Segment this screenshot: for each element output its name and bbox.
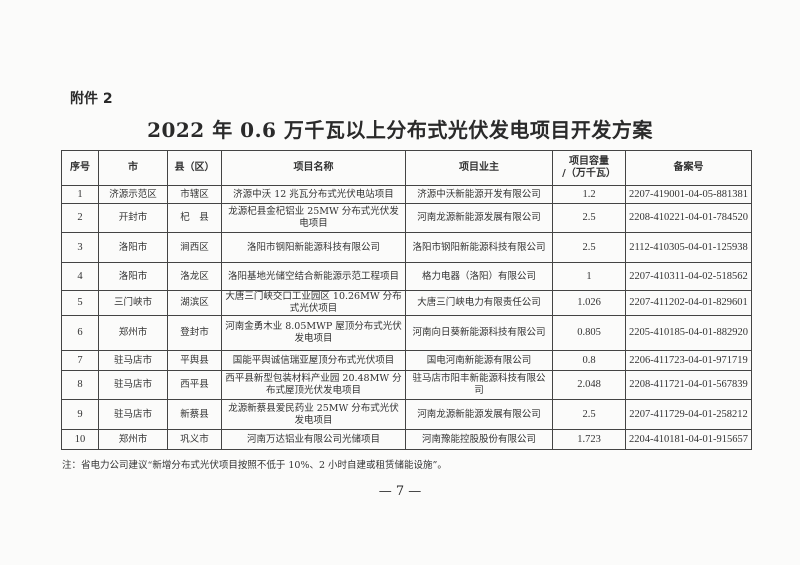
- cell-city: 驻马店市: [98, 350, 168, 371]
- cell-county: 西平县: [167, 370, 222, 400]
- cell-capacity: 2.5: [552, 232, 626, 263]
- header-index: 序号: [61, 150, 99, 186]
- cell-capacity: 2.5: [552, 203, 626, 233]
- cell-project-name: 河南金勇木业 8.05MWP 屋顶分布式光伏发电项目: [221, 315, 406, 351]
- cell-owner: 大唐三门峡电力有限责任公司: [405, 290, 553, 316]
- cell-index: 8: [61, 370, 99, 400]
- table-header-row: 序号 市 县（区） 项目名称 项目业主 项目容量 /（万千瓦） 备案号: [61, 150, 752, 186]
- cell-owner: 国电河南新能源有限公司: [405, 350, 553, 371]
- cell-owner: 河南豫能控股股份有限公司: [405, 429, 553, 450]
- cell-index: 4: [61, 262, 99, 291]
- cell-filing-number: 2204-410181-04-01-915657: [625, 429, 752, 450]
- cell-index: 6: [61, 315, 99, 351]
- cell-project-name: 济源中沃 12 兆瓦分布式光伏电站项目: [221, 185, 406, 204]
- table-row: 5 三门峡市 湖滨区 大唐三门峡交口工业园区 10.26MW 分布式光伏项目 大唐三门峡…: [61, 290, 752, 316]
- cell-capacity: 2.048: [552, 370, 626, 400]
- cell-capacity: 1: [552, 262, 626, 291]
- header-filing-number: 备案号: [625, 150, 752, 186]
- cell-city: 济源示范区: [98, 185, 168, 204]
- cell-owner: 驻马店市阳丰新能源科技有限公司: [405, 370, 553, 400]
- table-row: 2 开封市杞 县龙源杞县金杞铝业 25MW 分布式光伏发电项目 河南龙源新能源发展有…: [61, 203, 752, 233]
- cell-filing-number: 2207-411202-04-01-829601: [625, 290, 752, 316]
- cell-project-name: 河南万达铝业有限公司光储项目: [221, 429, 406, 450]
- cell-city: 郑州市: [98, 429, 168, 450]
- cell-city: 开封市: [98, 203, 168, 233]
- cell-index: 9: [61, 399, 99, 430]
- cell-project-name: 洛阳市钢阳新能源科技有限公司: [221, 232, 406, 263]
- cell-project-name: 大唐三门峡交口工业园区 10.26MW 分布式光伏项目: [221, 290, 406, 316]
- cell-city: 驻马店市: [98, 370, 168, 400]
- table-row: 9 驻马店市 新蔡县 龙源新蔡县爱民药业 25MW 分布式光伏发电项目 河南龙源新能源发…: [61, 399, 752, 430]
- table-row: 8 驻马店市 西平县 西平县新型包装材料产业园 20.48MW 分布式屋顶光伏发电项目…: [61, 370, 752, 400]
- attachment-label: 附件 2: [70, 91, 113, 107]
- cell-filing-number: 2207-410311-04-02-518562: [625, 262, 752, 291]
- footnote: 注：省电力公司建议“新增分布式光伏项目按照不低于 10%、2 小时自建或租赁储能…: [62, 460, 447, 471]
- cell-index: 3: [61, 232, 99, 263]
- table-row: 3 洛阳市 涧西区 洛阳市钢阳新能源科技有限公司 洛阳市钢阳新能源科技有限公司 2.5 21…: [61, 232, 752, 263]
- cell-county: 平舆县: [167, 350, 222, 371]
- cell-filing-number: 2112-410305-04-01-125938: [625, 232, 752, 263]
- header-owner: 项目业主: [405, 150, 553, 186]
- cell-owner: 济源中沃新能源开发有限公司: [405, 185, 553, 204]
- table-row: 4 洛阳市 洛龙区 洛阳基地光储空结合新能源示范工程项目 格力电器（洛阳）有限公司 1 22…: [61, 262, 752, 291]
- cell-capacity: 1.2: [552, 185, 626, 204]
- cell-capacity: 0.805: [552, 315, 626, 351]
- page-number: — 7 —: [378, 484, 422, 499]
- header-project-name: 项目名称: [221, 150, 406, 186]
- projects-table: 序号 市 县（区） 项目名称 项目业主 项目容量 /（万千瓦） 备案号 1 济源示…: [61, 150, 752, 450]
- table-row: 6 郑州市 登封市 河南金勇木业 8.05MWP 屋顶分布式光伏发电项目 河南向日葵新能…: [61, 315, 752, 351]
- cell-city: 三门峡市: [98, 290, 168, 316]
- header-city: 市: [98, 150, 168, 186]
- cell-county: 巩义市: [167, 429, 222, 450]
- cell-project-name: 洛阳基地光储空结合新能源示范工程项目: [221, 262, 406, 291]
- cell-project-name: 龙源新蔡县爱民药业 25MW 分布式光伏发电项目: [221, 399, 406, 430]
- cell-county: 杞 县: [167, 203, 222, 233]
- cell-filing-number: 2206-411723-04-01-971719: [625, 350, 752, 371]
- cell-index: 2: [61, 203, 99, 233]
- cell-owner: 河南龙源新能源发展有限公司: [405, 399, 553, 430]
- cell-filing-number: 2208-410221-04-01-784520: [625, 203, 752, 233]
- table-row: 7 驻马店市 平舆县 国能平舆诚信瑞亚屋顶分布式光伏项目 国电河南新能源有限公司 0.8 2…: [61, 350, 752, 371]
- cell-index: 10: [61, 429, 99, 450]
- header-capacity: 项目容量 /（万千瓦）: [552, 150, 626, 186]
- table-row: 10 郑州市 巩义市 河南万达铝业有限公司光储项目 河南豫能控股股份有限公司 1.723 2…: [61, 429, 752, 450]
- cell-index: 7: [61, 350, 99, 371]
- cell-owner: 洛阳市钢阳新能源科技有限公司: [405, 232, 553, 263]
- table-row: 1 济源示范区 市辖区 济源中沃 12 兆瓦分布式光伏电站项目 济源中沃新能源开发有限公…: [61, 185, 752, 204]
- cell-county: 新蔡县: [167, 399, 222, 430]
- cell-capacity: 1.723: [552, 429, 626, 450]
- cell-county: 涧西区: [167, 232, 222, 263]
- document-title: 2022 年 0.6 万千瓦以上分布式光伏发电项目开发方案: [147, 118, 653, 142]
- cell-owner: 河南向日葵新能源科技有限公司: [405, 315, 553, 351]
- cell-county: 湖滨区: [167, 290, 222, 316]
- cell-city: 驻马店市: [98, 399, 168, 430]
- cell-project-name: 龙源杞县金杞铝业 25MW 分布式光伏发电项目: [221, 203, 406, 233]
- cell-project-name: 西平县新型包装材料产业园 20.48MW 分布式屋顶光伏发电项目: [221, 370, 406, 400]
- cell-filing-number: 2205-410185-04-01-882920: [625, 315, 752, 351]
- cell-capacity: 0.8: [552, 350, 626, 371]
- cell-city: 郑州市: [98, 315, 168, 351]
- cell-index: 1: [61, 185, 99, 204]
- cell-city: 洛阳市: [98, 262, 168, 291]
- cell-filing-number: 2208-411721-04-01-567839: [625, 370, 752, 400]
- cell-filing-number: 2207-411729-04-01-258212: [625, 399, 752, 430]
- cell-filing-number: 2207-419001-04-05-881381: [625, 185, 752, 204]
- header-county: 县（区）: [167, 150, 222, 186]
- cell-city: 洛阳市: [98, 232, 168, 263]
- cell-county: 登封市: [167, 315, 222, 351]
- cell-project-name: 国能平舆诚信瑞亚屋顶分布式光伏项目: [221, 350, 406, 371]
- cell-county: 市辖区: [167, 185, 222, 204]
- cell-index: 5: [61, 290, 99, 316]
- cell-capacity: 1.026: [552, 290, 626, 316]
- cell-owner: 河南龙源新能源发展有限公司: [405, 203, 553, 233]
- cell-owner: 格力电器（洛阳）有限公司: [405, 262, 553, 291]
- cell-county: 洛龙区: [167, 262, 222, 291]
- cell-capacity: 2.5: [552, 399, 626, 430]
